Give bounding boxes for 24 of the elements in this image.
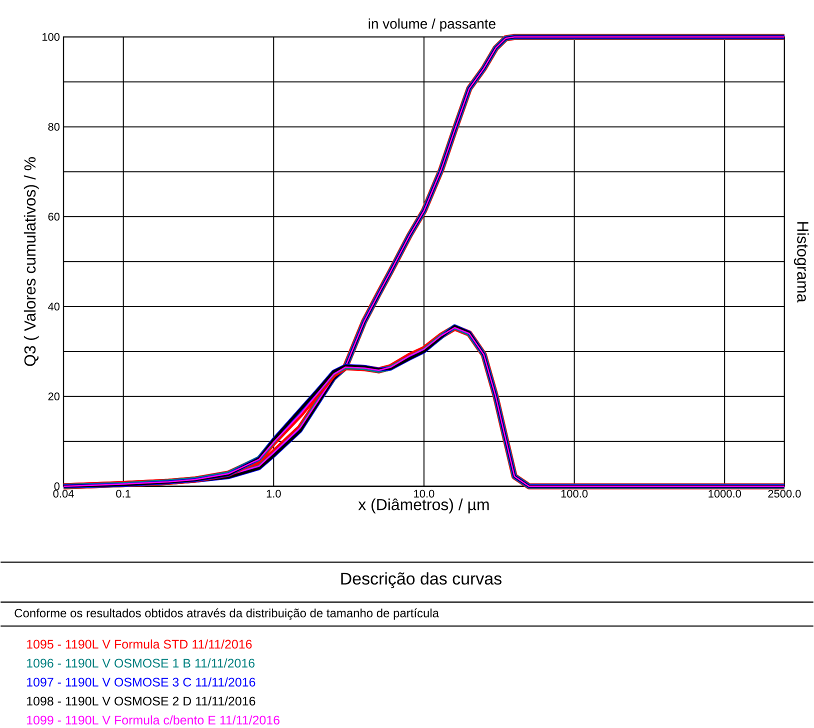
y-tick-label: 20 bbox=[48, 392, 60, 400]
text: Descrição das curvas bbox=[341, 572, 502, 588]
x-tick-label: 10.0 bbox=[414, 490, 434, 498]
text: 1096 - 1190L V OSMOSE 1 B 11/11/2016 bbox=[27, 658, 255, 668]
y-tick-label: 0 bbox=[54, 482, 60, 490]
y-tick-label: 100 bbox=[42, 33, 60, 41]
text: 1099 - 1190L V Formula c/bento E 11/11/2016 bbox=[27, 715, 280, 725]
text: 1095 - 1190L V Formula STD 11/11/2016 bbox=[27, 639, 252, 649]
chart-title: in volume / passante bbox=[368, 18, 496, 32]
text: 1097 - 1190L V OSMOSE 3 C 11/11/2016 bbox=[27, 677, 256, 687]
x-tick-label: 1000.0 bbox=[708, 490, 741, 498]
x-axis-title: x (Diâmetros) / µm bbox=[358, 498, 489, 514]
x-tick-label: 2500.0 bbox=[768, 490, 801, 498]
y-tick-label: 40 bbox=[48, 302, 60, 310]
text: Conforme os resultados obtidos através da distribuição de tamanho de partícula bbox=[14, 608, 439, 620]
y2-axis-title: Histograma bbox=[794, 222, 809, 302]
x-tick-label: 0.04 bbox=[53, 490, 74, 498]
y-tick-label: 80 bbox=[48, 122, 60, 131]
x-tick-label: 0.1 bbox=[116, 490, 130, 498]
y-tick-label: 60 bbox=[48, 212, 60, 221]
x-tick-label: 1.0 bbox=[266, 490, 281, 498]
y-axis-title: Q3 ( Valores cumulativos) / % bbox=[24, 157, 39, 366]
text: 1098 - 1190L V OSMOSE 2 D 11/11/2016 bbox=[27, 696, 256, 706]
x-tick-label: 100.0 bbox=[561, 490, 588, 498]
